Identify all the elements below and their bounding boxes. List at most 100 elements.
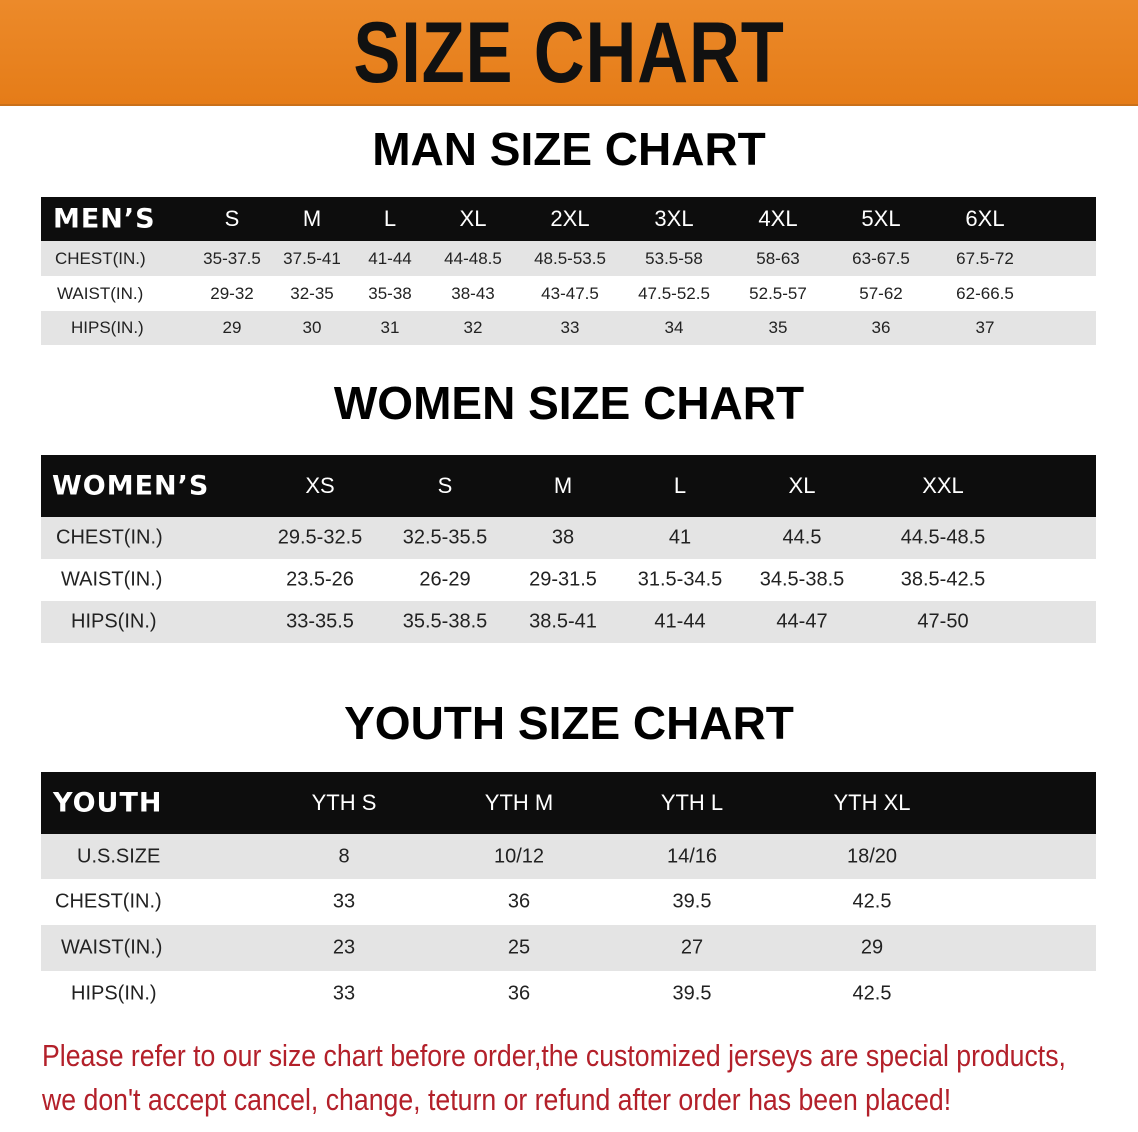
size-chart-banner: SIZE CHART [0,0,1138,106]
table-category-label: MEN’S [53,203,156,235]
measurement-value: 35.5-38.5 [402,610,488,633]
measurement-value: 35-38 [368,283,412,303]
measurement-value: 62-66.5 [956,283,1014,303]
table-category-label: YOUTH [53,787,163,819]
table-row: U.S.SIZE 8 10/12 14/16 18/20 [41,834,1096,879]
header-row: MEN’S S M L XL 2XL 3XL 4XL 5XL 6XL [41,197,1096,241]
size-column-header: S [224,206,240,231]
table-row: CHEST(IN.) 35-37.5 37.5-41 41-44 44-48.5 48.5… [41,241,1096,276]
youth-size-table: YOUTH YTH S YTH M YTH L YTH XL U.S.SIZE 8 10/12… [41,772,1096,1016]
measurement-value: 33 [332,890,356,913]
men-section-title: MAN SIZE CHART [372,123,766,175]
table-row: CHEST(IN.) 33 36 39.5 42.5 [41,879,1096,925]
size-column-header: YTH XL [833,790,911,815]
measurement-value: 34.5-38.5 [759,568,845,591]
measurement-value: 44.5-48.5 [900,526,986,549]
measurement-value: 39.5 [672,982,712,1004]
measurement-value: 23 [332,936,356,959]
measurement-value: 29-31.5 [529,568,597,591]
women-size-table: WOMEN’S XS S M L XL XXL CHEST(IN.) 29.5-32.5 32.5… [41,455,1096,643]
measurement-value: 53.5-58 [645,248,703,268]
measurement-label: CHEST(IN.) [55,890,162,913]
table-row: HIPS(IN.) 29 30 31 32 33 34 35 36 37 [41,311,1096,345]
size-column-header: YTH M [484,790,554,815]
size-column-header: XL [459,206,487,231]
order-notice-line-2: we don't accept cancel, change, teturn o… [42,1082,952,1117]
measurement-value: 23.5-26 [286,568,354,591]
measurement-value: 8 [338,845,350,867]
measurement-value: 44-48.5 [444,248,502,268]
measurement-label: WAIST(IN.) [61,568,163,591]
measurement-value: 63-67.5 [852,248,910,268]
measurement-value: 36 [507,890,531,913]
header-row: WOMEN’S XS S M L XL XXL [41,455,1096,517]
measurement-label: WAIST(IN.) [57,283,144,303]
order-notice-line-1: Please refer to our size chart before or… [42,1038,1066,1073]
table-row: HIPS(IN.) 33 36 39.5 42.5 [41,971,1096,1016]
men-size-table: MEN’S S M L XL 2XL 3XL 4XL 5XL 6XL CHEST(IN.) 35-37… [41,197,1096,345]
table-row: WAIST(IN.) 23.5-26 26-29 29-31.5 31.5-34.5 34… [41,559,1096,601]
size-column-header: 6XL [965,206,1005,231]
measurement-value: 27 [680,936,704,959]
measurement-value: 29 [222,318,242,337]
measurement-value: 25 [507,936,531,959]
size-column-header: 4XL [758,206,798,231]
measurement-value: 36 [871,318,891,337]
measurement-value: 38.5-41 [529,610,597,633]
measurement-label: HIPS(IN.) [71,982,157,1004]
table-category-label: WOMEN’S [52,470,210,502]
size-column-header: 5XL [861,206,901,231]
measurement-value: 10/12 [493,845,545,867]
table-row: HIPS(IN.) 33-35.5 35.5-38.5 38.5-41 41-44 44-… [41,601,1096,643]
measurement-value: 37.5-41 [283,248,341,268]
measurement-value: 14/16 [666,845,718,867]
size-column-header: M [302,206,322,231]
measurement-value: 33 [560,318,580,337]
measurement-label: CHEST(IN.) [55,248,146,268]
table-row: CHEST(IN.) 29.5-32.5 32.5-35.5 38 41 44.5 44.5… [41,517,1096,559]
measurement-value: 41-44 [368,248,412,268]
measurement-value: 34 [664,318,684,337]
measurement-value: 38 [551,526,575,549]
measurement-value: 38-43 [451,283,495,303]
measurement-label: HIPS(IN.) [71,318,144,337]
header-row: YOUTH YTH S YTH M YTH L YTH XL [41,772,1096,834]
measurement-label: WAIST(IN.) [61,936,163,959]
measurement-value: 38.5-42.5 [900,568,986,591]
measurement-value: 42.5 [852,982,892,1004]
measurement-value: 52.5-57 [749,283,807,303]
measurement-value: 47.5-52.5 [638,283,710,303]
measurement-value: 18/20 [846,845,898,867]
measurement-value: 29.5-32.5 [277,526,363,549]
table-row: WAIST(IN.) 23 25 27 29 [41,925,1096,971]
measurement-value: 33 [332,982,356,1004]
size-column-header: S [437,473,453,498]
table-row: WAIST(IN.) 29-32 32-35 35-38 38-43 43-47.5 47.… [41,276,1096,311]
measurement-value: 57-62 [859,283,903,303]
size-column-header: L [673,473,687,498]
measurement-value: 41-44 [654,610,706,633]
measurement-value: 31.5-34.5 [637,568,723,591]
size-column-header: XS [305,473,335,498]
women-section-title: WOMEN SIZE CHART [333,377,805,429]
size-column-header: 3XL [654,206,694,231]
size-column-header: YTH L [660,790,724,815]
measurement-value: 31 [380,318,400,337]
measurement-value: 41 [668,526,692,549]
measurement-value: 35-37.5 [203,248,261,268]
size-column-header: L [383,206,397,231]
banner-title: SIZE CHART [353,5,785,101]
measurement-value: 35 [768,318,788,337]
measurement-value: 44.5 [782,526,822,549]
measurement-value: 48.5-53.5 [534,248,606,268]
size-column-header: 2XL [550,206,590,231]
measurement-value: 32.5-35.5 [402,526,488,549]
measurement-value: 44-47 [776,610,828,633]
measurement-value: 67.5-72 [956,248,1014,268]
measurement-value: 39.5 [672,890,712,913]
measurement-value: 42.5 [852,890,892,913]
measurement-value: 29 [860,936,884,959]
measurement-value: 32 [463,318,483,337]
measurement-value: 33-35.5 [286,610,354,633]
measurement-label: U.S.SIZE [77,845,161,867]
